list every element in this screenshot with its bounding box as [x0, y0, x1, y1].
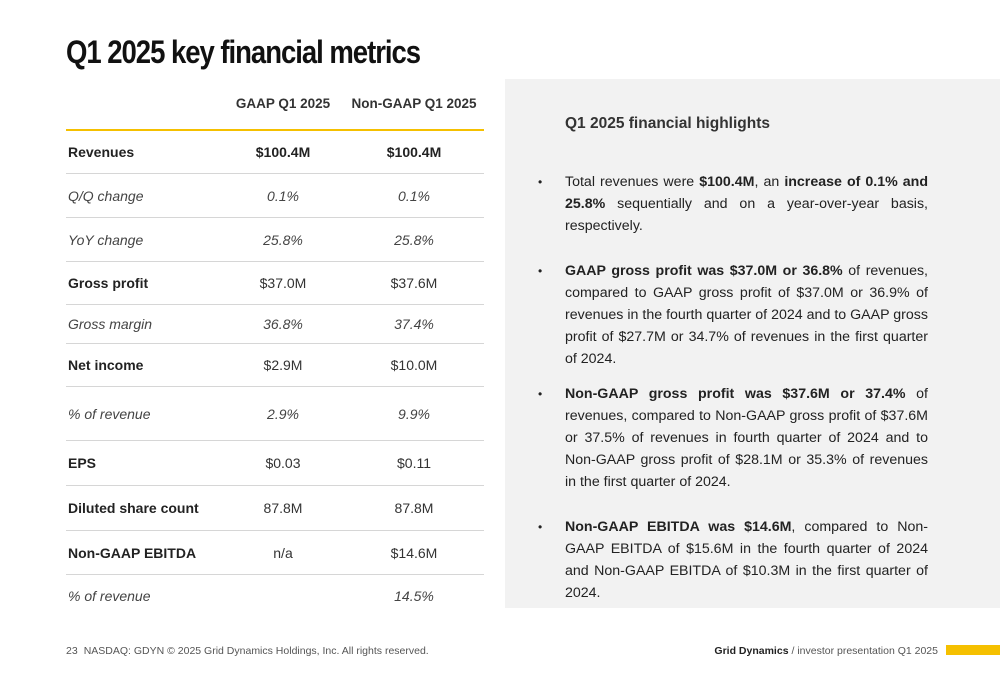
row-label: Net income [68, 357, 144, 373]
non-gaap-value: 0.1% [398, 187, 430, 204]
non-gaap-value: 14.5% [394, 588, 434, 604]
gaap-value: $0.03 [265, 455, 301, 471]
gaap-value: 87.8M [263, 500, 303, 516]
column-header-gaap: GAAP Q1 2025 [235, 96, 331, 111]
highlight-bullet: GAAP gross profit was $37.0M or 36.8% of… [538, 260, 928, 370]
table-row: % of revenue 14.5% [66, 575, 484, 617]
gaap-value: 36.8% [263, 316, 303, 332]
footer-brand: Grid Dynamics / investor presentation Q1… [714, 645, 938, 657]
non-gaap-value: $100.4M [386, 144, 442, 160]
highlight-emphasis: $100.4M [699, 174, 755, 190]
non-gaap-value: 37.4% [394, 316, 434, 332]
table-row: % of revenue 2.9% 9.9% [66, 387, 484, 441]
table-row: Gross profit $37.0M $37.6M [66, 262, 484, 305]
gaap-value: $100.4M [255, 144, 311, 160]
gaap-value: 0.1% [267, 187, 299, 204]
gaap-value: n/a [273, 544, 293, 561]
highlight-bullet: Non-GAAP gross profit was $37.6M or 37.4… [538, 383, 929, 493]
highlight-text: , compared to Non-GAAP EBITDA of $15.6M … [565, 519, 928, 601]
table-row: Diluted share count 87.8M 87.8M [66, 486, 484, 531]
presentation-subtitle: investor presentation Q1 2025 [797, 645, 938, 657]
non-gaap-value: $10.0M [390, 357, 438, 373]
highlight-emphasis: Non-GAAP EBITDA was $14.6M [565, 519, 792, 535]
highlight-text: , an [754, 174, 785, 190]
highlight-bullet: Total revenues were $100.4M, an increase… [538, 171, 929, 237]
page-title: Q1 2025 key financial metrics [66, 34, 421, 70]
column-header-non-gaap: Non-GAAP Q1 2025 [351, 96, 477, 111]
non-gaap-value: $14.6M [390, 544, 438, 561]
row-label: % of revenue [68, 588, 151, 604]
highlight-text: sequentially and on a year-over-year bas… [565, 196, 928, 234]
table-header: GAAP Q1 2025 Non-GAAP Q1 2025 [66, 86, 484, 131]
table-row: Gross margin 36.8% 37.4% [66, 305, 484, 344]
row-label: YoY change [68, 231, 144, 248]
metrics-table: GAAP Q1 2025 Non-GAAP Q1 2025 Revenues $1… [66, 86, 484, 617]
highlight-emphasis: Non-GAAP gross profit was $37.6M or 37.4… [565, 386, 906, 402]
table-row: Q/Q change 0.1% 0.1% [66, 174, 484, 218]
copyright-text: NASDAQ: GDYN © 2025 Grid Dynamics Holdin… [83, 645, 429, 657]
brand-name: Grid Dynamics [714, 645, 789, 657]
gaap-value: 2.9% [267, 405, 299, 422]
row-label: Revenues [68, 144, 135, 160]
non-gaap-value: 87.8M [394, 500, 434, 516]
row-label: Gross profit [68, 275, 149, 291]
table-row: Revenues $100.4M $100.4M [66, 131, 484, 174]
row-label: Q/Q change [68, 187, 144, 204]
highlights-title: Q1 2025 financial highlights [565, 115, 770, 132]
highlight-bullet: Non-GAAP EBITDA was $14.6M, compared to … [538, 516, 928, 604]
highlight-text: of revenues, compared to GAAP gross prof… [565, 263, 928, 367]
highlights-panel: Q1 2025 financial highlights Total reven… [505, 79, 1000, 608]
non-gaap-value: $0.11 [397, 455, 431, 471]
gaap-value: $2.9M [263, 357, 303, 373]
table-row: Net income $2.9M $10.0M [66, 344, 484, 387]
footer-accent-bar [946, 645, 1000, 655]
gaap-value: 25.8% [263, 231, 303, 248]
highlight-emphasis: GAAP gross profit was $37.0M or 36.8% [565, 263, 843, 279]
row-label: % of revenue [68, 405, 151, 422]
page-number: 23 [66, 645, 78, 657]
footer-separator: / [788, 645, 798, 657]
non-gaap-value: 25.8% [394, 231, 434, 248]
table-body: Revenues $100.4M $100.4M Q/Q change 0.1% 0.1%… [66, 131, 484, 617]
table-row: EPS $0.03 $0.11 [66, 441, 484, 486]
row-label: Non-GAAP EBITDA [68, 544, 197, 561]
gaap-value: $37.0M [259, 275, 307, 291]
row-label: Gross margin [68, 316, 153, 332]
non-gaap-value: 9.9% [398, 405, 430, 422]
non-gaap-value: $37.6M [390, 275, 438, 291]
footer-legal: 23 NASDAQ: GDYN © 2025 Grid Dynamics Hold… [66, 645, 429, 657]
gaap-value [218, 575, 348, 617]
table-row: Non-GAAP EBITDA n/a $14.6M [66, 531, 484, 575]
highlight-text: Total revenues were [565, 174, 700, 190]
highlight-text: of revenues, compared to Non-GAAP gross … [565, 386, 929, 490]
highlight-emphasis: increase of 0.1% and 25.8% [565, 174, 929, 212]
table-row: YoY change 25.8% 25.8% [66, 218, 484, 262]
row-label: EPS [68, 455, 97, 471]
row-label: Diluted share count [68, 500, 199, 516]
